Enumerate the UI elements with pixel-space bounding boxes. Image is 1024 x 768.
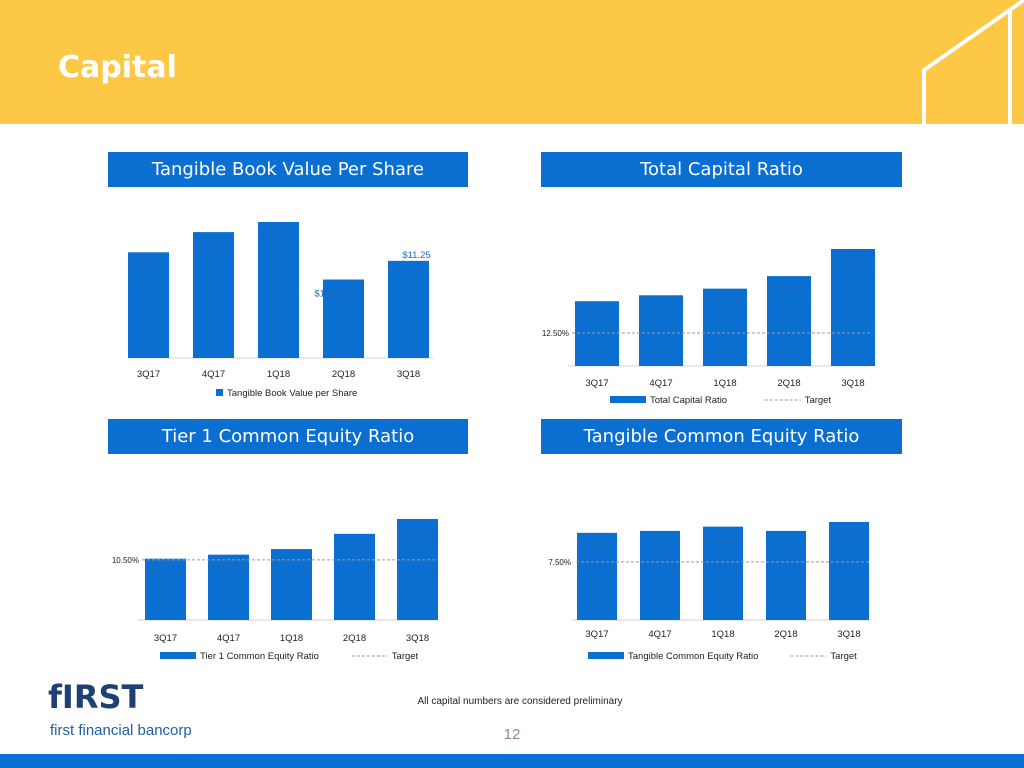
tick-label-1Q18: 1Q18 xyxy=(267,369,290,380)
data-label-1Q18: 10.77% xyxy=(275,557,308,568)
data-label-3Q17: 12.98% xyxy=(581,309,614,320)
legend-label-target: Target xyxy=(392,651,419,662)
tick-label-2Q18: 2Q18 xyxy=(777,378,800,389)
chart-tbvps: $11.36 3Q17 $11.62 4Q17 $11.75 1Q18 $11.01 2Q18… xyxy=(128,222,433,399)
panel-title-tce: Tangible Common Equity Ratio xyxy=(541,419,902,454)
legend-swatch-series xyxy=(216,389,223,396)
data-label-4Q17: 8.30% xyxy=(647,539,674,550)
data-label-3Q17: 8.25% xyxy=(584,541,611,552)
data-label-4Q17: 13.07% xyxy=(645,303,678,314)
bar-3Q17 xyxy=(577,532,617,620)
tick-label-3Q18: 3Q18 xyxy=(406,633,429,644)
data-label-4Q17: $11.62 xyxy=(199,238,227,249)
legend-swatch-series xyxy=(610,396,646,403)
tick-label-1Q18: 1Q18 xyxy=(713,378,736,389)
tick-label-3Q17: 3Q17 xyxy=(585,378,608,389)
bar-4Q17 xyxy=(193,232,234,358)
panel-title-tbvps: Tangible Book Value Per Share xyxy=(108,152,468,187)
data-label-3Q17: $11.36 xyxy=(134,261,162,272)
data-label-2Q18: $11.01 xyxy=(314,289,342,300)
tick-label-4Q17: 4Q17 xyxy=(217,633,240,644)
page-title: Capital xyxy=(58,50,177,85)
tick-label-1Q18: 1Q18 xyxy=(280,633,303,644)
footnote: All capital numbers are considered preli… xyxy=(417,696,623,707)
bar-3Q17 xyxy=(145,558,186,620)
data-label-3Q18: $11.25 xyxy=(402,250,430,261)
data-label-2Q18: 8.30% xyxy=(773,539,800,550)
chart-tier1: 10.53% 3Q17 10.63% 4Q17 10.77% 1Q18 11.15% 2Q18… xyxy=(112,519,438,662)
bar-2Q18 xyxy=(323,279,364,358)
tick-label-3Q17: 3Q17 xyxy=(154,633,177,644)
data-label-3Q18: 11.52% xyxy=(402,527,434,538)
data-label-2Q18: 13.36% xyxy=(773,284,806,295)
bar-4Q17 xyxy=(640,530,680,620)
bar-1Q18 xyxy=(703,526,743,620)
legend-swatch-series xyxy=(588,652,624,659)
legend-label-series: Total Capital Ratio xyxy=(650,395,727,406)
tick-label-3Q17: 3Q17 xyxy=(137,369,160,380)
chart-tce: 8.25% 3Q17 8.30% 4Q17 8.41% 1Q18 8.30% 2Q18 8.53… xyxy=(548,522,870,662)
tick-label-4Q17: 4Q17 xyxy=(649,378,672,389)
first-financial-logo: fIRST xyxy=(48,678,144,714)
bar-1Q18 xyxy=(258,222,299,358)
bar-3Q18 xyxy=(388,260,429,358)
tick-label-2Q18: 2Q18 xyxy=(774,629,797,640)
page-number: 12 xyxy=(503,726,521,743)
bottom-band xyxy=(0,754,1024,768)
tick-label-2Q18: 2Q18 xyxy=(332,369,355,380)
legend-label-series: Tier 1 Common Equity Ratio xyxy=(200,651,319,662)
legend-label-target: Target xyxy=(805,395,832,406)
target-label: 12.50% xyxy=(542,329,569,338)
tick-label-3Q18: 3Q18 xyxy=(837,629,860,640)
chart-total-capital: 12.98% 3Q17 13.07% 4Q17 13.17% 1Q18 13.36% 2Q18… xyxy=(542,249,875,406)
tick-label-3Q18: 3Q18 xyxy=(397,369,420,380)
legend-label-series: Tangible Book Value per Share xyxy=(227,388,357,399)
panel-title-total-capital: Total Capital Ratio xyxy=(541,152,902,187)
bar-1Q18 xyxy=(271,549,312,620)
legend-swatch-series xyxy=(160,652,196,659)
target-label: 10.50% xyxy=(112,556,139,565)
tick-label-1Q18: 1Q18 xyxy=(711,629,734,640)
bar-3Q17 xyxy=(128,252,169,358)
bar-4Q17 xyxy=(639,295,683,366)
data-label-3Q18: 13.77% xyxy=(837,257,870,268)
bar-3Q18 xyxy=(831,249,875,366)
target-label: 7.50% xyxy=(548,558,571,567)
bar-2Q18 xyxy=(334,533,375,620)
data-label-4Q17: 10.63% xyxy=(212,563,245,574)
data-label-2Q18: 11.15% xyxy=(339,542,371,553)
tick-label-3Q17: 3Q17 xyxy=(585,629,608,640)
bar-3Q17 xyxy=(575,301,619,366)
bar-3Q18 xyxy=(829,522,869,620)
legend-label-series: Tangible Common Equity Ratio xyxy=(628,651,758,662)
house-outline-graphic xyxy=(0,0,1024,530)
data-label-3Q17: 10.53% xyxy=(149,567,182,578)
data-label-1Q18: 8.41% xyxy=(710,535,737,546)
data-label-3Q18: 8.53% xyxy=(836,530,863,541)
tick-label-3Q18: 3Q18 xyxy=(841,378,864,389)
data-label-1Q18: 13.17% xyxy=(709,297,742,308)
data-label-1Q18: $11.75 xyxy=(264,230,292,241)
panel-title-tier1: Tier 1 Common Equity Ratio xyxy=(108,419,468,454)
logo-tagline: first financial bancorp xyxy=(50,722,192,739)
bar-2Q18 xyxy=(767,276,811,366)
bar-4Q17 xyxy=(208,554,249,620)
tick-label-4Q17: 4Q17 xyxy=(648,629,671,640)
bar-2Q18 xyxy=(766,530,806,620)
tick-label-4Q17: 4Q17 xyxy=(202,369,225,380)
bar-1Q18 xyxy=(703,288,747,366)
svg-text:fIRST: fIRST xyxy=(48,678,144,714)
tick-label-2Q18: 2Q18 xyxy=(343,633,366,644)
legend-label-target: Target xyxy=(830,651,857,662)
header-band xyxy=(0,0,1024,124)
bar-3Q18 xyxy=(397,519,438,620)
